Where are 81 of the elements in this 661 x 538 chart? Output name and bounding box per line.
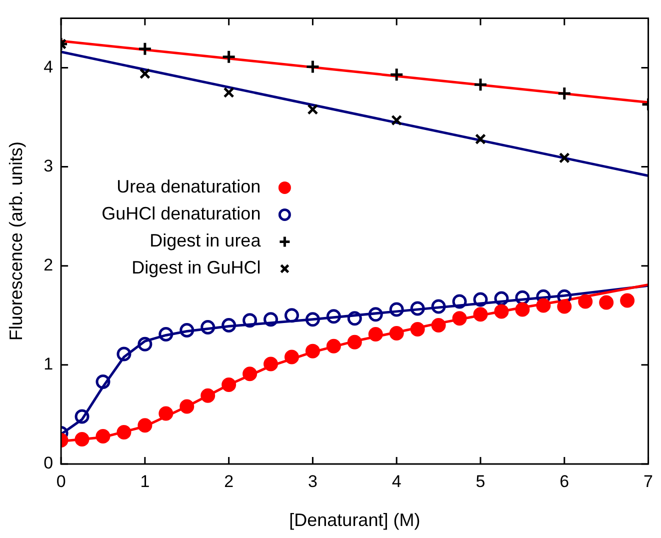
point [96,374,110,390]
x-tick-label: 5 [476,472,486,491]
point [389,302,404,317]
point [347,311,362,326]
point [578,294,593,309]
point [391,114,402,126]
point [138,42,152,56]
point [368,307,383,322]
point [138,418,152,433]
point [620,293,635,308]
point [223,87,234,98]
point [200,320,216,335]
point [368,326,383,342]
point [326,309,341,324]
x-tick-label: 4 [392,472,402,491]
point [180,399,194,414]
point [158,326,174,342]
point [389,326,404,340]
y-axis-title: Fluorescence (arb. units) [6,142,26,341]
point [452,294,467,309]
x-axis-title: [Denaturant] (M) [289,510,420,530]
point [180,323,194,338]
point [475,134,486,145]
x-tick-label: 3 [308,472,318,491]
point [264,356,278,372]
point [284,350,299,364]
point [74,432,90,446]
point [558,152,570,164]
point [96,429,110,444]
y-tick-label: 2 [44,256,54,275]
point [494,304,509,319]
x-tick-label: 2 [224,472,234,491]
point [139,68,150,80]
point [473,292,488,307]
point [307,104,318,115]
point [284,308,299,323]
point [410,322,425,337]
point [326,338,341,354]
point [599,295,614,310]
point [536,298,551,313]
point [473,307,488,322]
point [557,86,572,101]
point [473,77,488,92]
point [116,425,132,440]
point [74,409,90,424]
point [410,301,425,316]
y-tick-label: 1 [44,354,54,374]
point [242,366,258,382]
point [389,67,404,82]
y-tick-label: 4 [44,57,54,76]
point [431,299,446,314]
y-tick-label: 3 [44,156,54,176]
point [305,312,320,327]
point [515,302,530,317]
point [452,311,467,326]
legend-label: GuHCl denaturation [102,204,261,224]
point [305,59,320,74]
point [494,291,509,306]
x-tick-label: 1 [140,472,150,491]
legend-label: Digest in urea [150,230,262,251]
point [158,406,174,421]
point [222,50,236,64]
legend-label: Digest in GuHCl [132,258,261,278]
x-tick-label: 7 [644,472,654,491]
point [222,318,236,333]
point [116,346,132,362]
point [138,336,152,352]
x-tick-label: 6 [560,472,570,491]
point [431,318,446,333]
point [557,299,572,314]
point [242,313,258,328]
legend-label: Urea denaturation [116,176,261,197]
point [222,377,236,392]
point [200,388,216,403]
point [305,344,320,358]
y-tick-label: 0 [44,454,54,473]
point [264,312,278,327]
point [515,290,530,305]
x-tick-label: 0 [56,472,66,491]
point [347,334,362,350]
point [557,289,572,304]
